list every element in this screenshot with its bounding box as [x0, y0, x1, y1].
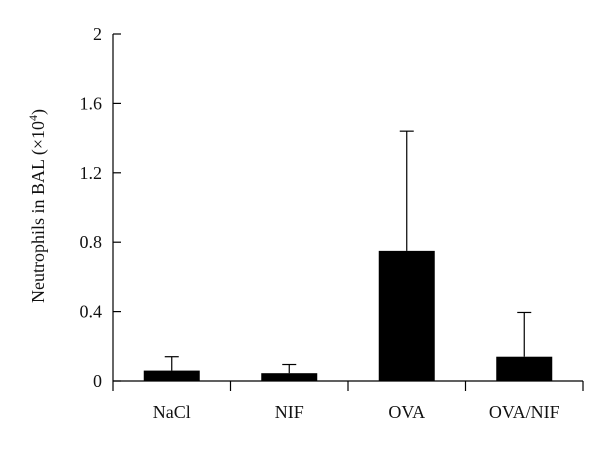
y-axis-title: Neutrophils in BAL (×104) [26, 109, 49, 303]
y-tick-label: 1.6 [80, 93, 103, 113]
x-tick-label: OVA [388, 402, 425, 422]
bar [261, 373, 318, 381]
x-tick-label: NIF [275, 402, 304, 422]
y-tick-label: 0 [93, 371, 102, 391]
x-axis: NaCl NIF OVA OVA/NIF [112, 380, 584, 422]
bar [143, 370, 200, 381]
y-tick-label: 0.8 [80, 232, 103, 252]
bars [143, 130, 553, 381]
y-axis-title-main: Neutrophils in BAL (×10 [28, 121, 49, 303]
x-tick-label: OVA/NIF [489, 402, 560, 422]
bar [378, 250, 435, 381]
x-tick-label: NaCl [153, 402, 191, 422]
y-axis: 0 0.4 0.8 1.2 1.6 2 [80, 24, 121, 391]
y-axis-title-superscript: 4 [26, 115, 40, 121]
y-tick-label: 1.2 [80, 163, 103, 183]
y-tick-label: 0.4 [80, 302, 103, 322]
y-tick-label: 2 [93, 24, 102, 44]
y-axis-title-close: ) [28, 109, 49, 115]
bar [496, 356, 553, 381]
